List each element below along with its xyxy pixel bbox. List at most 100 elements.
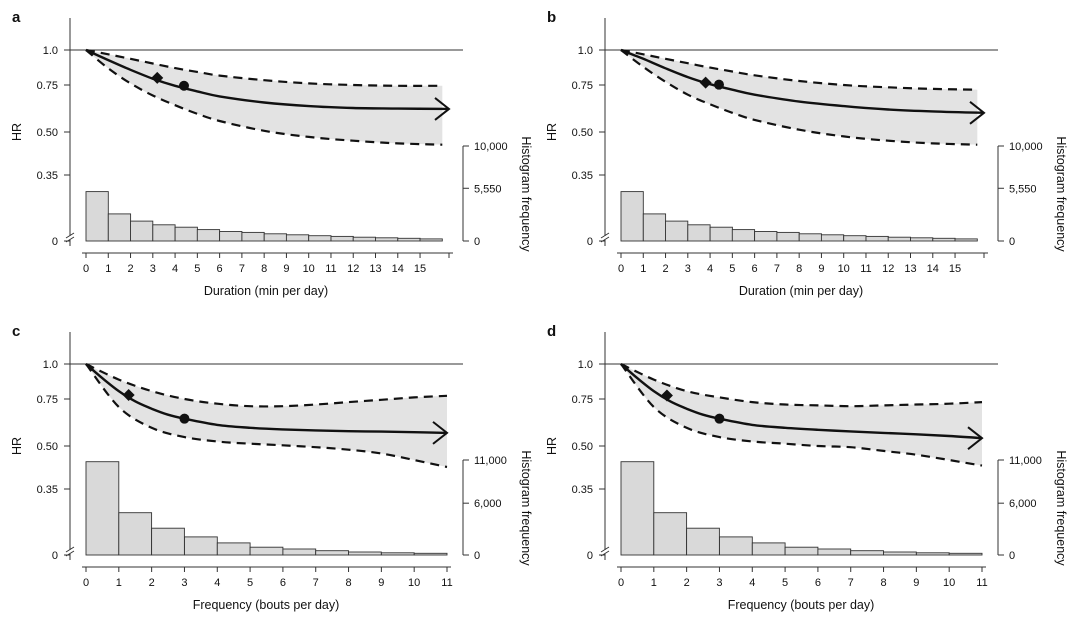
lower-ci-line [85, 363, 448, 469]
hr-tick-label: 1.0 [43, 359, 58, 371]
upper-ci-line [620, 48, 978, 91]
frequency-tick-label: 5,550 [474, 183, 502, 195]
hr-tick-label: 0 [587, 236, 593, 248]
frequency-tick-label: 0 [474, 236, 480, 248]
hr-axis [65, 18, 75, 246]
histogram-bar [249, 546, 284, 556]
histogram-bar [687, 224, 711, 242]
confidence-band [86, 364, 447, 467]
confidence-band [621, 364, 982, 466]
histogram-bar [954, 238, 978, 242]
chart-panel-d: d 1.0 0.75 0.50 0.35 0 11,000 6,000 0 0 1 2 3 4 5 6 7 8 9 1… [545, 323, 1068, 612]
x-tick-label: 9 [913, 577, 919, 589]
histogram-bar [865, 235, 889, 242]
histogram-bar [932, 237, 956, 242]
x-tick-label: 10 [943, 577, 955, 589]
histogram-bar [653, 512, 688, 556]
lower-ci-line [620, 49, 978, 146]
diamond-marker [122, 389, 135, 402]
x-tick-label: 2 [662, 263, 668, 275]
x-tick-label: 7 [313, 577, 319, 589]
hr-tick-label: 0.35 [572, 170, 593, 182]
x-tick-label: 6 [815, 577, 821, 589]
histogram-bar [85, 461, 120, 556]
confidence-band [621, 50, 978, 145]
x-tick-label: 11 [860, 263, 871, 275]
x-tick-label: 14 [392, 263, 404, 275]
x-tick-label: 4 [214, 577, 220, 589]
x-tick-label: 10 [303, 263, 315, 275]
hr-estimate-line [85, 48, 450, 111]
histogram-bar [686, 527, 720, 556]
x-axis-label: Duration (min per day) [204, 284, 328, 298]
hr-tick-label: 1.0 [578, 359, 593, 371]
histogram-bar [642, 213, 667, 242]
hr-axis-label: HR [545, 437, 559, 455]
histogram-bar [152, 224, 176, 242]
x-tick-label: 4 [707, 263, 713, 275]
histogram-bar [817, 548, 852, 556]
x-tick-label: 5 [729, 263, 735, 275]
histogram-bar [397, 237, 421, 242]
histogram-bar [219, 231, 243, 242]
hr-tick-label: 1.0 [578, 45, 593, 57]
confidence-band [86, 50, 443, 145]
frequency-tick-label: 11,000 [1009, 455, 1042, 467]
x-tick-label: 11 [976, 577, 987, 589]
hr-tick-label: 0.35 [572, 484, 593, 496]
histogram-bar [784, 546, 819, 556]
histogram-bar [820, 234, 845, 242]
hr-tick-label: 0.75 [37, 394, 58, 406]
histogram-bar [665, 220, 689, 242]
upper-ci-line [620, 363, 983, 408]
arrow-head [969, 101, 986, 125]
frequency-axis-label: Histogram frequency [519, 136, 533, 252]
hr-tick-label: 0.35 [37, 484, 58, 496]
diamond-marker [699, 76, 712, 89]
panel-letter: b [547, 9, 556, 26]
histogram-bar [751, 542, 786, 556]
hr-tick-label: 0 [52, 236, 58, 248]
x-axis-label: Duration (min per day) [739, 284, 863, 298]
histogram-bar [731, 229, 756, 242]
hr-axis-label: HR [10, 437, 24, 455]
histogram-bar [174, 226, 198, 242]
panel-letter: c [12, 323, 20, 340]
x-tick-label: 4 [172, 263, 178, 275]
panel-letter: d [547, 323, 556, 340]
histogram-bar [948, 552, 983, 556]
x-tick-label: 5 [194, 263, 200, 275]
frequency-tick-label: 10,000 [474, 141, 508, 153]
frequency-tick-label: 0 [1009, 236, 1015, 248]
hr-axis [600, 18, 610, 246]
frequency-tick-label: 10,000 [1009, 141, 1043, 153]
x-tick-label: 14 [927, 263, 939, 275]
circle-marker [178, 80, 189, 91]
x-tick-label: 13 [904, 263, 916, 275]
histogram-bar [719, 536, 753, 556]
hr-axis-label: HR [545, 123, 559, 141]
x-tick-label: 9 [818, 263, 824, 275]
x-tick-label: 0 [83, 263, 89, 275]
frequency-axis-label: Histogram frequency [519, 450, 533, 566]
x-tick-label: 4 [749, 577, 755, 589]
diamond-marker [660, 389, 673, 402]
x-tick-label: 8 [880, 577, 886, 589]
x-tick-label: 8 [261, 263, 267, 275]
x-tick-label: 13 [369, 263, 381, 275]
histogram-bar [375, 237, 399, 242]
hr-axis [600, 332, 610, 560]
x-tick-label: 5 [782, 577, 788, 589]
histogram-bar [216, 542, 251, 556]
arrow-head [434, 97, 451, 121]
histogram-bar [419, 238, 443, 242]
x-tick-label: 12 [347, 263, 359, 275]
circle-marker [713, 79, 724, 90]
frequency-tick-label: 6,000 [474, 498, 502, 510]
histogram-bar [151, 527, 185, 556]
hr-tick-label: 0.75 [572, 80, 593, 92]
circle-marker [714, 413, 725, 424]
histogram-bar [352, 236, 376, 242]
histogram-bar [348, 551, 382, 556]
histogram-bar [776, 231, 800, 242]
